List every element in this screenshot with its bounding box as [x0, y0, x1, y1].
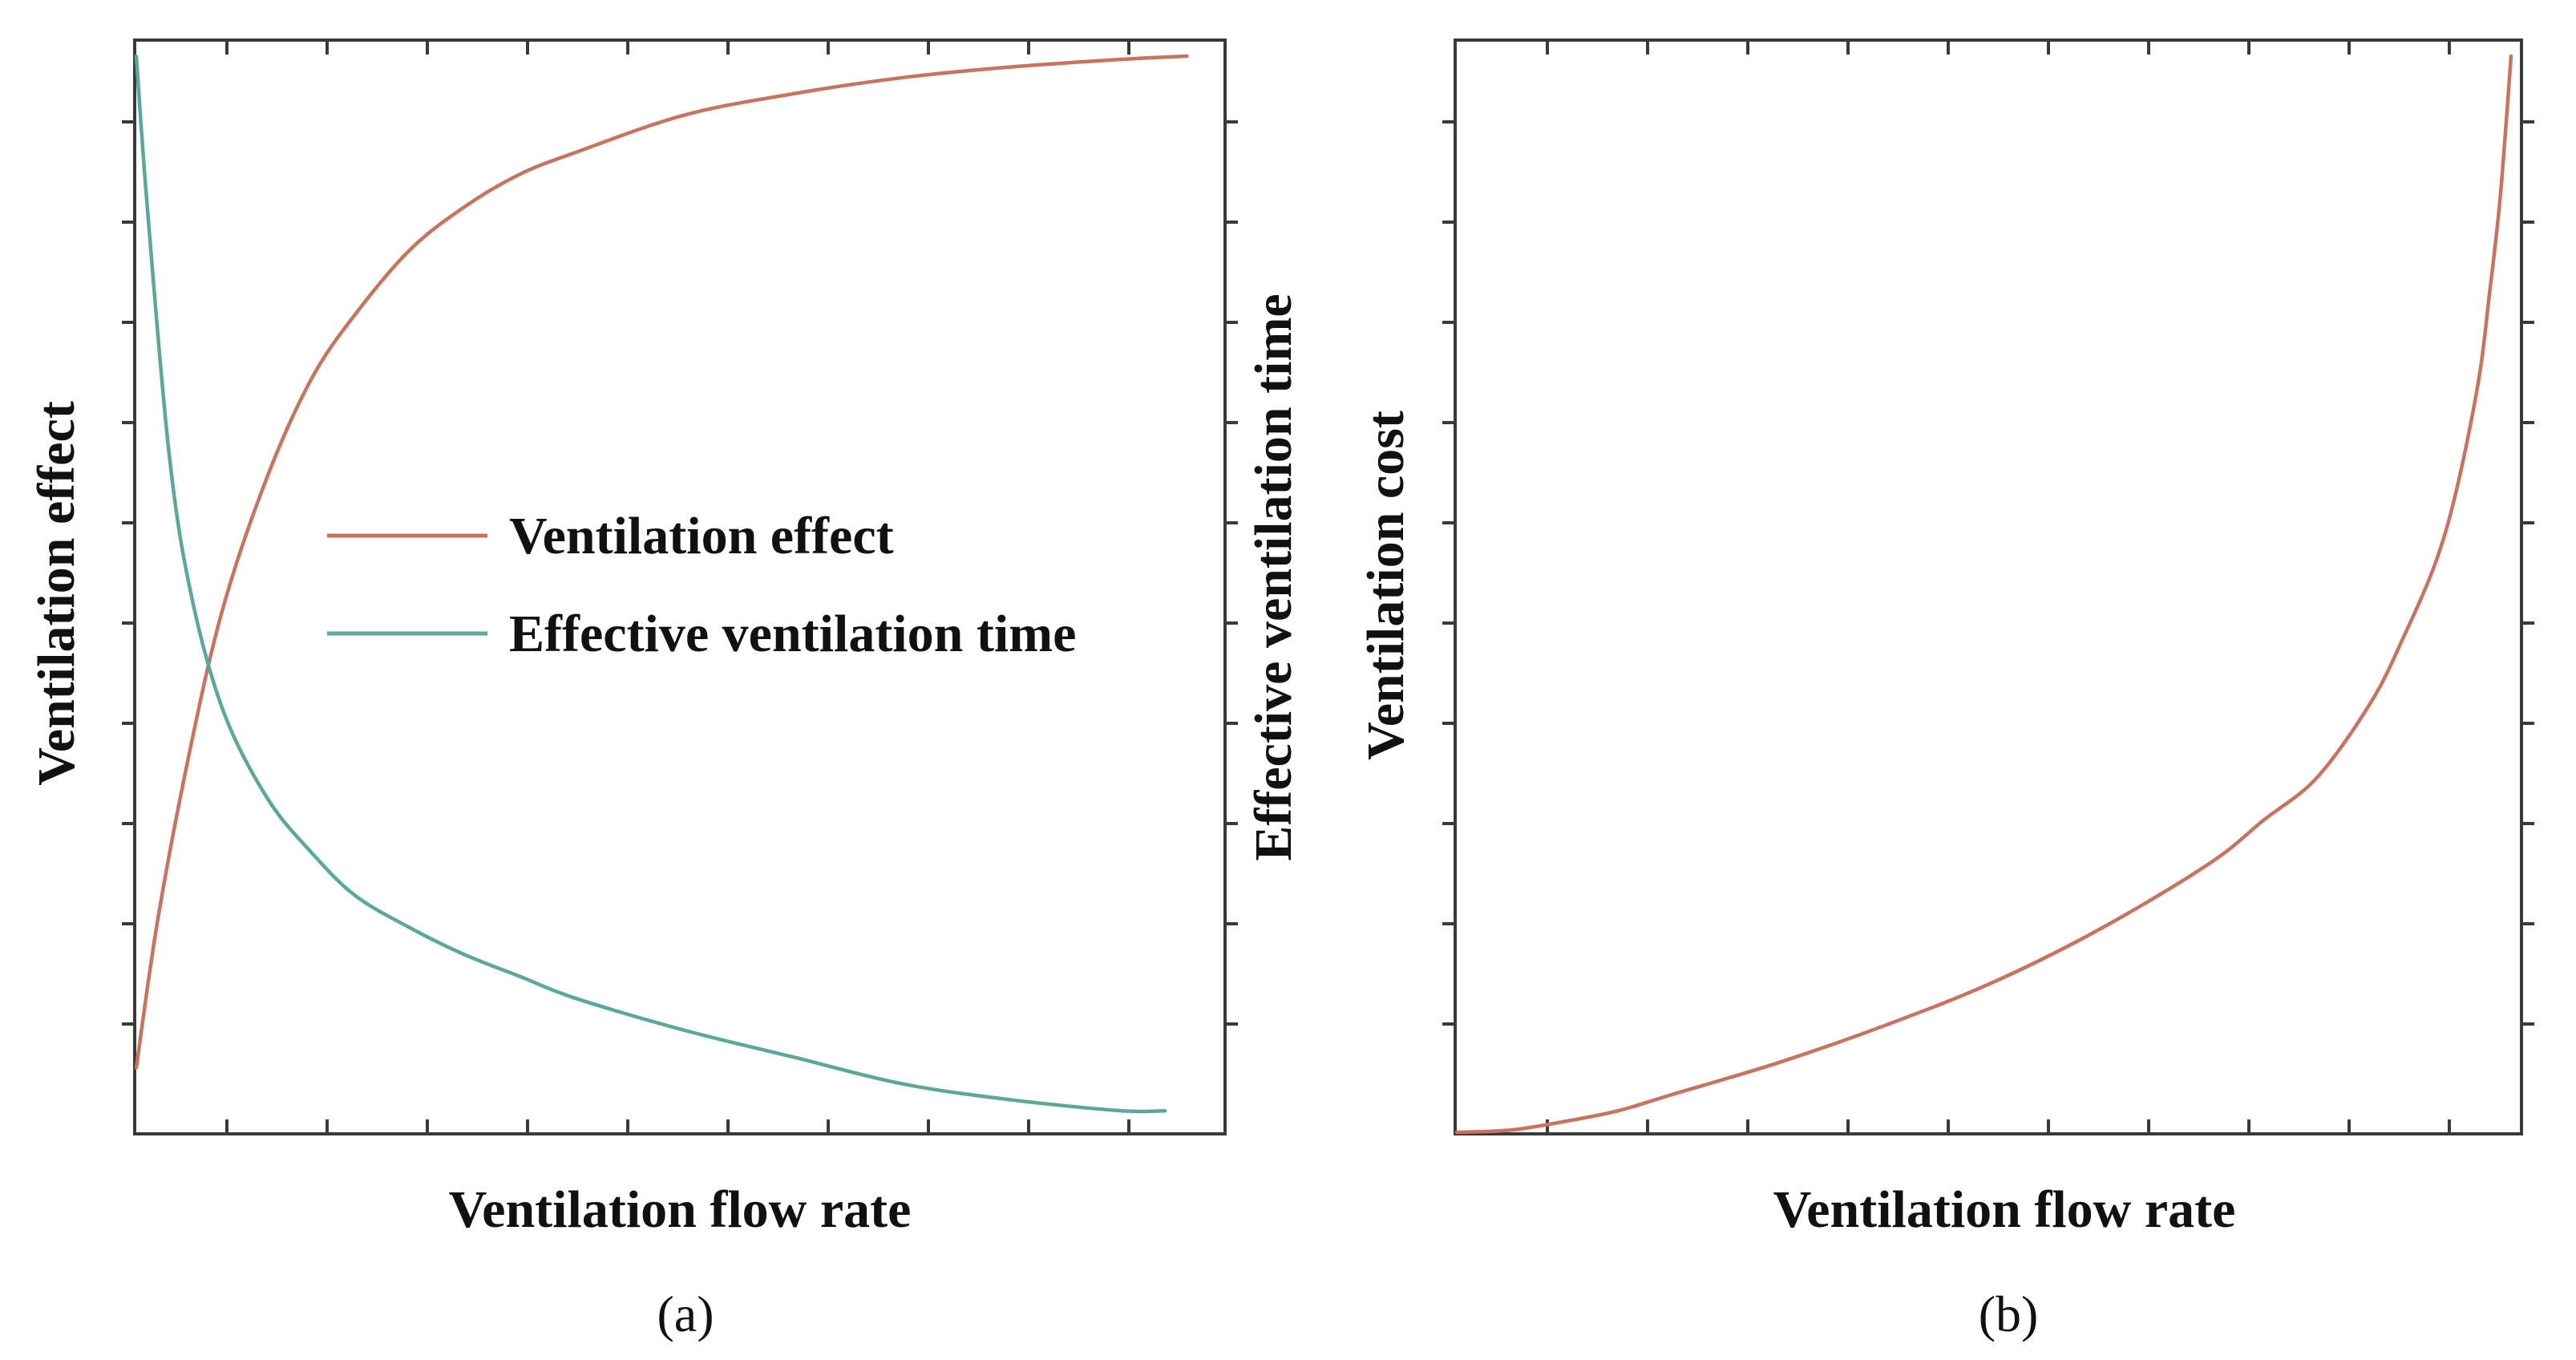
curves-a [134, 54, 1189, 1114]
curves-b [1454, 54, 2513, 1135]
y-axis-label-a-right: Effective ventilation time [1244, 293, 1303, 860]
panel-a: Ventilation flow rate Ventilation effect… [27, 38, 1303, 1342]
ticks-a [122, 40, 1238, 1134]
plot-frame-a [133, 38, 1227, 1135]
plot-frame-b [1454, 38, 2523, 1135]
panel-label-b: (b) [1979, 1285, 2039, 1342]
ticks-b [1442, 40, 2534, 1134]
legend-label-effective-ventilation-time: Effective ventilation time [509, 605, 1076, 663]
panel-b: Ventilation flow rate Ventilation cost (… [1357, 38, 2534, 1342]
y-axis-label-a: Ventilation effect [27, 401, 86, 786]
series-line-ventilation-effect [134, 54, 1189, 1070]
x-axis-label-a: Ventilation flow rate [449, 1180, 912, 1239]
x-axis-label-b: Ventilation flow rate [1773, 1180, 2236, 1239]
legend-a: Ventilation effect Effective ventilation… [327, 507, 1076, 663]
series-line-cost-0 [1454, 54, 2513, 1135]
legend-label-ventilation-effect: Ventilation effect [509, 507, 894, 565]
series-line-effective-ventilation-time [134, 54, 1167, 1114]
panel-label-a: (a) [657, 1285, 714, 1342]
y-axis-label-b: Ventilation cost [1357, 411, 1415, 760]
